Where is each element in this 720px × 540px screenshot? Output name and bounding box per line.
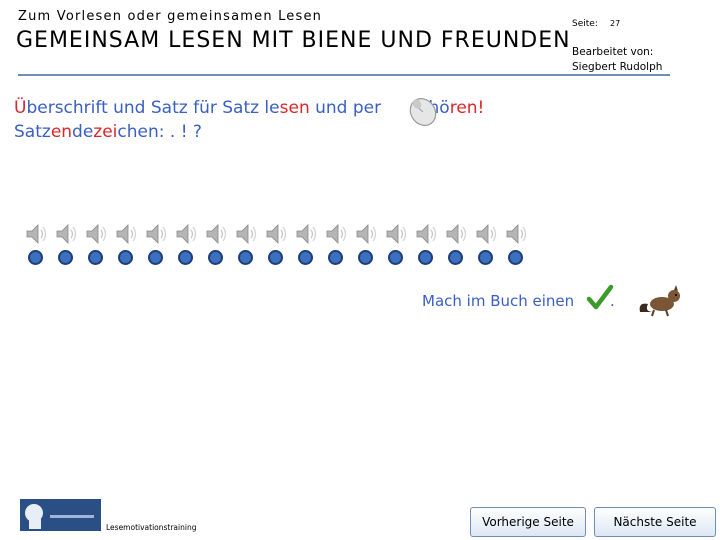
previous-page-button[interactable]: Vorherige Seite [470,507,586,537]
play-dot[interactable] [298,250,313,265]
speaker-icon[interactable] [325,222,347,246]
audio-unit[interactable] [505,222,527,272]
page-number: 27 [610,19,621,28]
instruction-part: chen: . ! ? [117,122,202,142]
play-dot[interactable] [208,250,223,265]
audio-unit[interactable] [85,222,107,272]
speaker-icon[interactable] [475,222,497,246]
check-prompt-text: Mach im Buch einen [422,292,575,310]
audio-unit[interactable] [265,222,287,272]
check-prompt-period: . [610,292,615,310]
play-dot[interactable] [448,250,463,265]
audio-row [25,222,535,272]
instruction-part: berschrift und Satz für Satz le [26,98,280,118]
squirrel-icon [639,285,680,317]
audio-unit[interactable] [235,222,257,272]
instruction-part: zei [93,122,118,142]
play-dot[interactable] [508,250,523,265]
instruction-part: und per [309,98,387,118]
instruction-part: de [72,122,94,142]
header-divider [18,74,670,76]
play-dot[interactable] [148,250,163,265]
page-title: GEMEINSAM LESEN MIT BIENE UND FREUNDEN [16,28,571,53]
speaker-icon[interactable] [505,222,527,246]
instruction-line-1: Überschrift und Satz für Satz lesen und … [14,96,484,120]
speaker-icon[interactable] [145,222,167,246]
play-dot[interactable] [58,250,73,265]
audio-unit[interactable] [475,222,497,272]
mouse-icon [409,98,437,126]
play-dot[interactable] [88,250,103,265]
page-label: Seite: [572,19,598,29]
play-dot[interactable] [358,250,373,265]
play-dot[interactable] [388,250,403,265]
play-dot[interactable] [268,250,283,265]
speaker-icon[interactable] [85,222,107,246]
speaker-icon[interactable] [295,222,317,246]
audio-unit[interactable] [175,222,197,272]
instruction-part: Ü [14,98,27,118]
play-dot[interactable] [28,250,43,265]
speaker-icon[interactable] [25,222,47,246]
editor-name: Siegbert Rudolph [572,61,663,73]
speaker-icon[interactable] [235,222,257,246]
play-dot[interactable] [178,250,193,265]
audio-unit[interactable] [385,222,407,272]
speaker-icon[interactable] [355,222,377,246]
play-dot[interactable] [238,250,253,265]
play-dot[interactable] [418,250,433,265]
checkmark-icon [586,284,614,310]
audio-unit[interactable] [355,222,377,272]
speaker-icon[interactable] [415,222,437,246]
play-dot[interactable] [118,250,133,265]
footer-label: Lesemotivationstraining [106,523,197,532]
instruction-part: Satz [14,122,51,142]
play-dot[interactable] [478,250,493,265]
speaker-icon[interactable] [265,222,287,246]
audio-unit[interactable] [55,222,77,272]
instruction-part: sen [279,98,310,118]
speaker-icon[interactable] [55,222,77,246]
instruction-line-2: Satzendezeichen: . ! ? [14,120,202,144]
speaker-icon[interactable] [115,222,137,246]
audio-unit[interactable] [325,222,347,272]
audio-unit[interactable] [295,222,317,272]
speaker-icon[interactable] [385,222,407,246]
audio-unit[interactable] [415,222,437,272]
audio-unit[interactable] [115,222,137,272]
instruction-part: en [50,122,73,142]
header-subtitle: Zum Vorlesen oder gemeinsamen Lesen [18,9,323,24]
speaker-icon[interactable] [175,222,197,246]
speaker-icon[interactable] [205,222,227,246]
audio-unit[interactable] [25,222,47,272]
next-page-button[interactable]: Nächste Seite [594,507,716,537]
audio-unit[interactable] [145,222,167,272]
editor-label: Bearbeitet von: [572,46,654,58]
instruction-part: ren! [449,98,485,118]
speaker-icon[interactable] [445,222,467,246]
audio-unit[interactable] [445,222,467,272]
play-dot[interactable] [328,250,343,265]
audio-unit[interactable] [205,222,227,272]
logo [20,499,101,531]
